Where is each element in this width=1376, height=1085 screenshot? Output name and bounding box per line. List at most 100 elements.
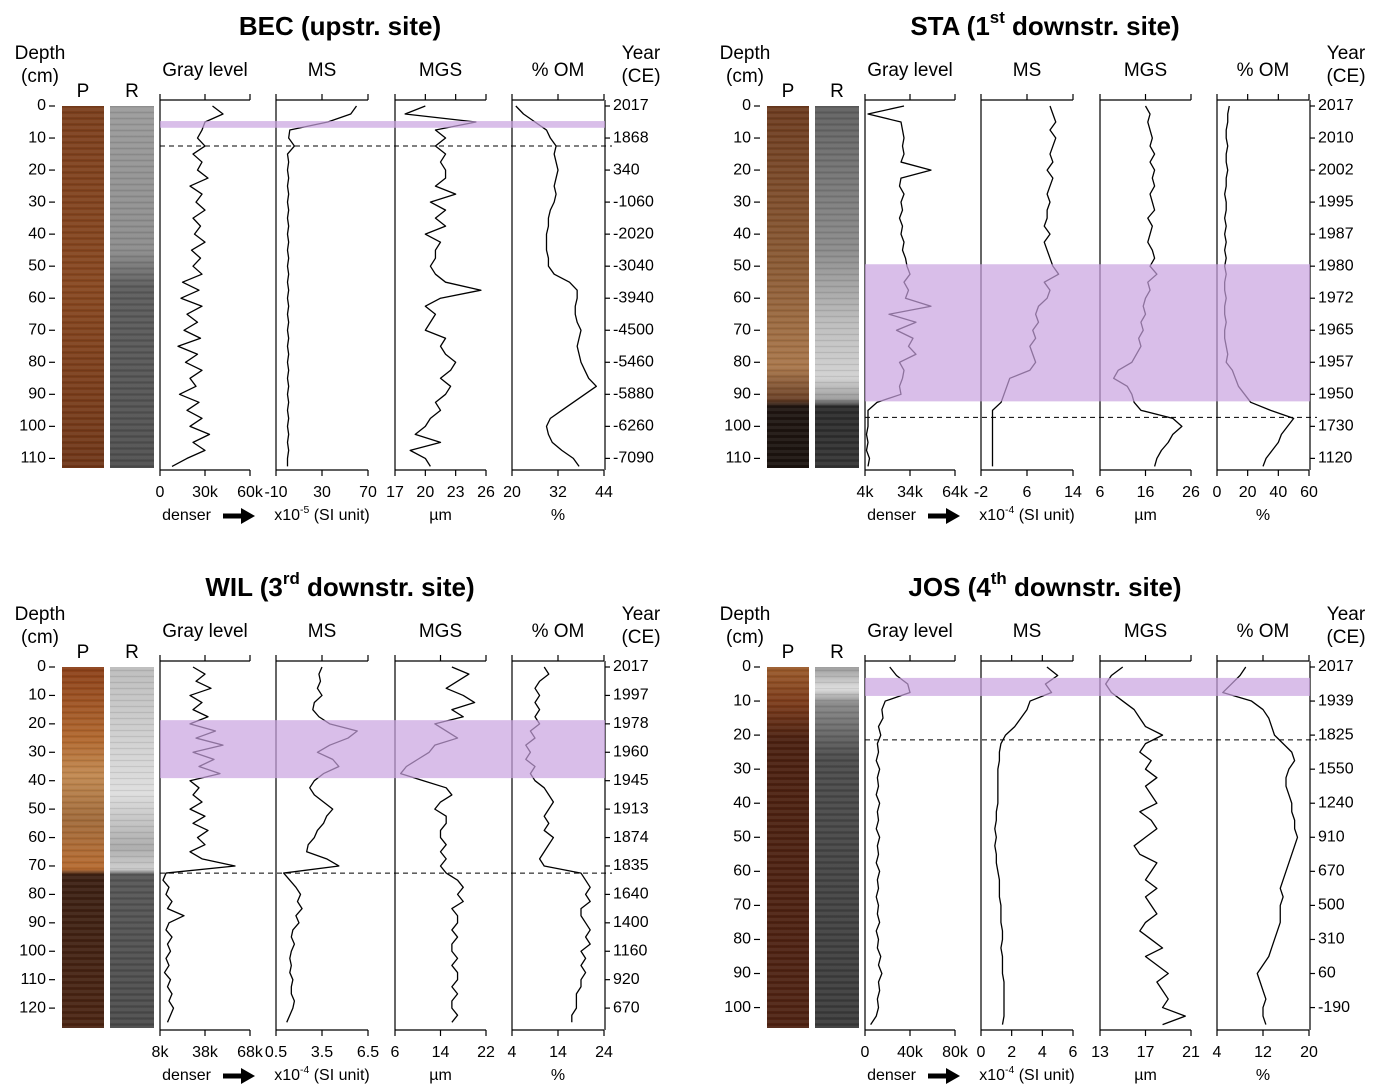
panel-title-part: WIL (3 [205,572,283,602]
age-tick-label: 2017 [613,97,649,114]
age-tick-label: 1945 [613,772,649,789]
depth-tick-label: 60 [733,289,751,306]
depth-tick-label: 80 [28,354,46,371]
age-tick-label: 920 [613,971,640,988]
unit-label-part: (SI unit) [309,1067,369,1084]
x-tick-label: 6 [1023,484,1032,501]
unit-label-part: µm [429,507,452,524]
panel-title-part: downstr. site) [300,572,475,602]
depth-tick-label: 50 [28,800,46,817]
age-tick-label: 1997 [613,687,649,704]
curve-title: MS [308,621,337,642]
x-tick-label: 6 [1069,1044,1078,1061]
x-tick-label: 80k [942,1044,969,1061]
unit-label-part: denser [162,1067,212,1084]
unit-label: denser [867,1067,917,1084]
core-texture [110,106,154,468]
unit-label-part: x10 [979,1067,1005,1084]
x-tick-label: 22 [477,1044,495,1061]
x-tick-label: 0 [1213,484,1222,501]
age-tick-label: -2020 [613,225,654,242]
age-tick-label: -5880 [613,386,654,403]
depth-axis-title: Depth [15,43,66,64]
depth-tick-label: 30 [733,193,751,210]
depth-tick-label: 70 [28,321,46,338]
unit-label: x10-4 (SI unit) [979,505,1075,524]
panel-title: STA (1st downstr. site) [910,8,1179,41]
age-tick-label: 1957 [1318,354,1354,371]
x-tick-label: 16 [1137,484,1155,501]
depth-axis-title: (cm) [726,66,764,87]
unit-label-part: denser [162,507,212,524]
age-axis-title: Year [1327,604,1366,625]
age-tick-label: 1120 [1318,450,1353,467]
unit-label: denser [867,507,917,524]
age-tick-label: 1913 [613,800,649,817]
x-tick-label: 60k [237,484,264,501]
depth-axis-title: (cm) [21,66,59,87]
curve [994,666,1059,1025]
unit-label: denser [162,507,212,524]
curve-title: % OM [532,60,585,81]
depth-tick-label: 20 [733,161,751,178]
x-tick-label: 38k [192,1044,219,1061]
age-tick-label: 1400 [613,914,649,931]
panel-title-part: STA (1 [910,11,989,41]
unit-label-part: -5 [300,505,309,516]
unit-label-part: x10 [274,507,300,524]
unit-label: % [551,1067,565,1084]
core-texture [62,667,104,1028]
panel-title: JOS (4th downstr. site) [908,569,1181,602]
age-tick-label: 910 [1318,829,1345,846]
curve [870,666,911,1025]
panel-title-part: th [991,569,1007,588]
x-tick-label: 13 [1091,1044,1109,1061]
highlight-band [865,264,1310,402]
depth-axis-title: Depth [720,43,771,64]
panel-title-part: BEC (upstr. site) [239,11,441,41]
x-tick-label: 20 [1300,1044,1318,1061]
age-tick-label: 60 [1318,965,1336,982]
age-tick-label: -3940 [613,289,654,306]
unit-label-part: (SI unit) [1014,507,1074,524]
panel-title: WIL (3rd downstr. site) [205,569,474,602]
depth-tick-label: 0 [37,658,46,675]
x-tick-label: 3.5 [311,1044,333,1061]
unit-label-part: % [1256,507,1270,524]
curve [286,105,358,467]
unit-label-part: -4 [1005,1065,1014,1076]
age-tick-label: 1987 [1318,225,1354,242]
curve-title: % OM [1237,60,1290,81]
x-tick-label: 44 [595,484,613,501]
x-tick-label: 24 [595,1044,613,1061]
core-texture [767,667,809,1028]
age-tick-label: 1972 [1318,289,1354,306]
x-tick-label: 23 [447,484,465,501]
age-tick-label: 1978 [613,715,649,732]
unit-label: % [551,507,565,524]
panel-title: BEC (upstr. site) [239,11,441,41]
x-tick-label: 12 [1254,1044,1272,1061]
panel-title-part: downstr. site) [1007,572,1182,602]
age-tick-label: 1995 [1318,193,1354,210]
age-tick-label: 1950 [1318,386,1354,403]
unit-label-part: % [551,1067,565,1084]
curve-title: MGS [1124,621,1167,642]
panel-title-part: downstr. site) [1005,11,1180,41]
core-label: P [782,81,795,102]
x-tick-label: 40k [897,1044,924,1061]
age-tick-label: 2010 [1318,129,1354,146]
x-tick-label: 0.5 [265,1044,287,1061]
core-texture [62,106,104,468]
depth-tick-label: 10 [733,692,751,709]
depth-axis-title: Depth [720,604,771,625]
curve-title: MGS [419,621,462,642]
age-tick-label: 1980 [1318,257,1354,274]
x-tick-label: 26 [477,484,495,501]
age-tick-label: 1939 [1318,692,1354,709]
age-tick-label: 1550 [1318,760,1354,777]
depth-tick-label: 80 [733,931,751,948]
depth-tick-label: 10 [28,129,46,146]
